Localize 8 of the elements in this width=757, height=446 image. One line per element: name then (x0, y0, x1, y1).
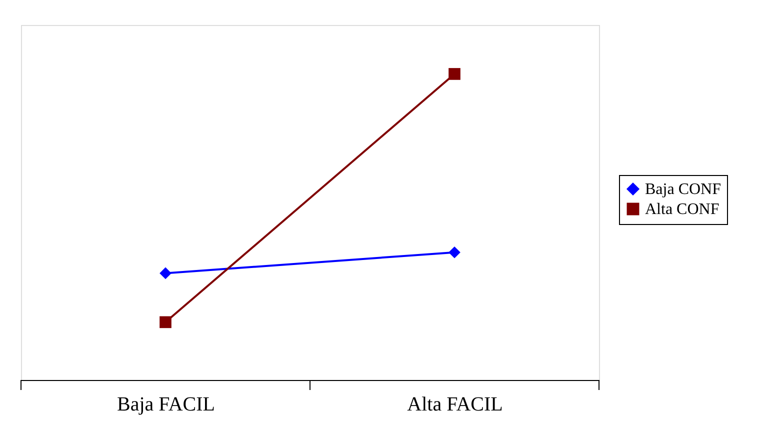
legend-label: Alta CONF (645, 201, 720, 218)
x-tick-label: Baja FACIL (117, 394, 215, 416)
x-tick-label: Alta FACIL (407, 394, 503, 416)
point (160, 316, 172, 328)
point (160, 267, 172, 280)
point (448, 68, 460, 80)
point (448, 246, 460, 258)
legend-label: Baja CONF (645, 181, 722, 198)
